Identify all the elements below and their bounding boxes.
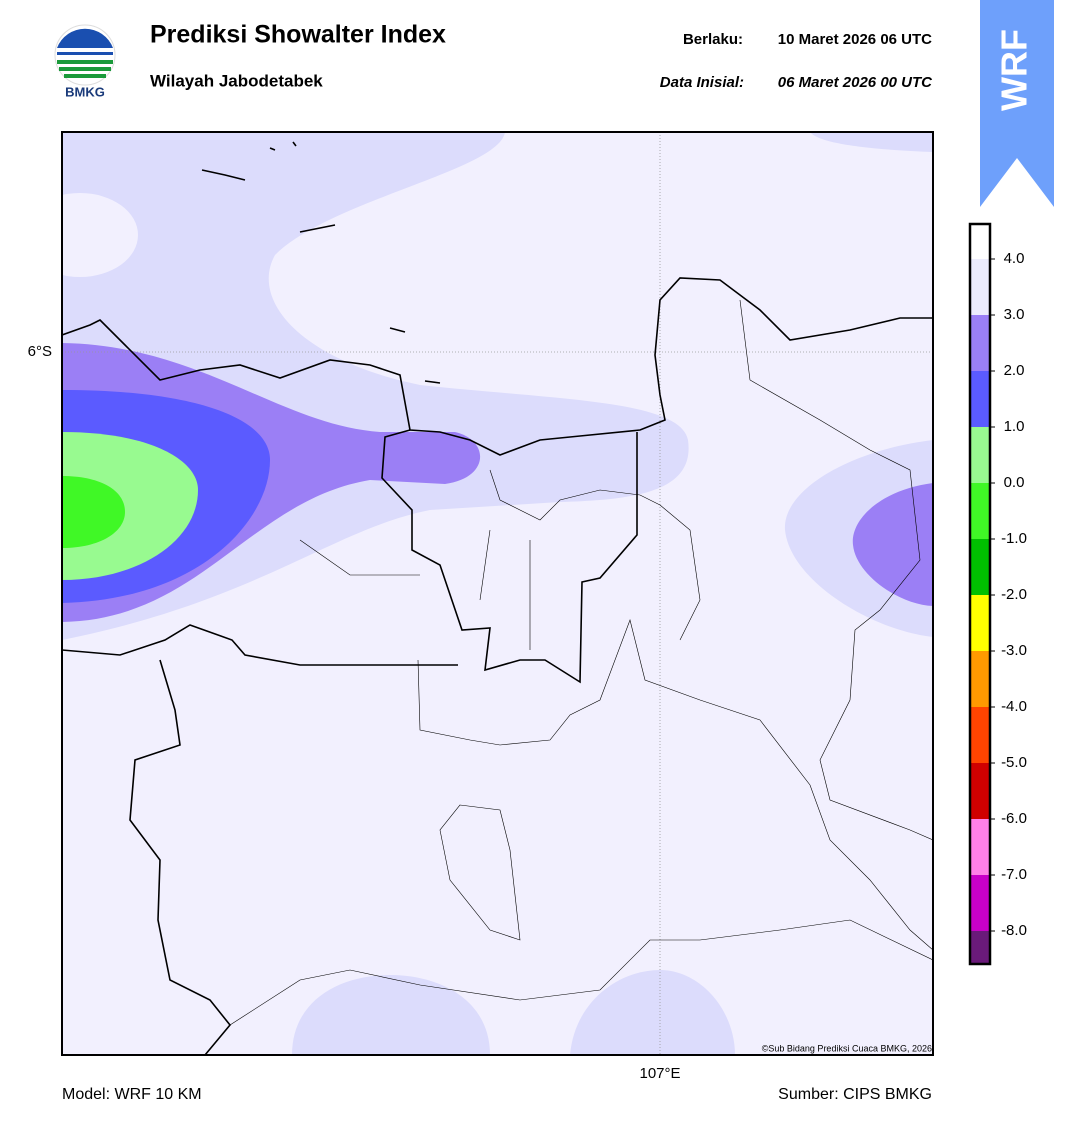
lon-label: 107°E (639, 1065, 680, 1082)
colorbar-band (970, 224, 990, 259)
colorbar: 4.0 3.0 2.0 1.0 0.0 -1.0 -2.0 -3.0 -4.0 -5.0 -6.0 -… (968, 222, 1027, 966)
subtitle: Wilayah Jabodetabek (150, 71, 323, 90)
valid-label: Berlaku: (683, 31, 743, 48)
logo: BMKG (54, 24, 116, 99)
colorbar-tick-label: -7.0 (1001, 866, 1027, 883)
colorbar-band (970, 315, 990, 371)
title: Prediksi Showalter Index (150, 21, 446, 49)
colorbar-band (970, 819, 990, 875)
badge-text: WRF (994, 29, 1035, 111)
init-time: 06 Maret 2026 00 UTC (778, 74, 933, 91)
colorbar-tick-label: -3.0 (1001, 642, 1027, 659)
colorbar-tick-label: -5.0 (1001, 754, 1027, 771)
badge (980, 0, 1054, 207)
colorbar-tick-label: -6.0 (1001, 810, 1027, 827)
colorbar-band (970, 427, 990, 483)
model: Model: WRF 10 KM (62, 1086, 202, 1103)
colorbar-band (970, 483, 990, 539)
colorbar-tick-label: 0.0 (1004, 474, 1025, 491)
colorbar-band (970, 707, 990, 763)
credit: ©Sub Bidang Prediksi Cuaca BMKG, 2026 (762, 1043, 932, 1053)
colorbar-band (970, 651, 990, 707)
colorbar-tick-label: -2.0 (1001, 586, 1027, 603)
colorbar-tick-label: 4.0 (1004, 250, 1025, 267)
colorbar-tick-label: 2.0 (1004, 362, 1025, 379)
colorbar-band (970, 595, 990, 651)
colorbar-band (970, 539, 990, 595)
colorbar-frame (968, 222, 992, 966)
colorbar-tick-label: 1.0 (1004, 418, 1025, 435)
colorbar-band (970, 259, 990, 315)
colorbar-band (970, 875, 990, 931)
init-label: Data Inisial: (660, 74, 744, 91)
colorbar-band (970, 371, 990, 427)
colorbar-tick-label: -8.0 (1001, 922, 1027, 939)
colorbar-tick-label: -4.0 (1001, 698, 1027, 715)
colorbar-band (970, 763, 990, 819)
colorbar-band (970, 931, 990, 964)
lat-label: 6°S (28, 343, 52, 360)
colorbar-tick-label: -1.0 (1001, 530, 1027, 547)
colorbar-tick-label: 3.0 (1004, 306, 1025, 323)
logo-text: BMKG (65, 84, 105, 99)
valid-time: 10 Maret 2026 06 UTC (778, 31, 932, 48)
map: 6°S 107°E ©Sub Bidang Prediksi Cuaca BMK… (28, 131, 934, 1082)
source: Sumber: CIPS BMKG (778, 1086, 932, 1103)
